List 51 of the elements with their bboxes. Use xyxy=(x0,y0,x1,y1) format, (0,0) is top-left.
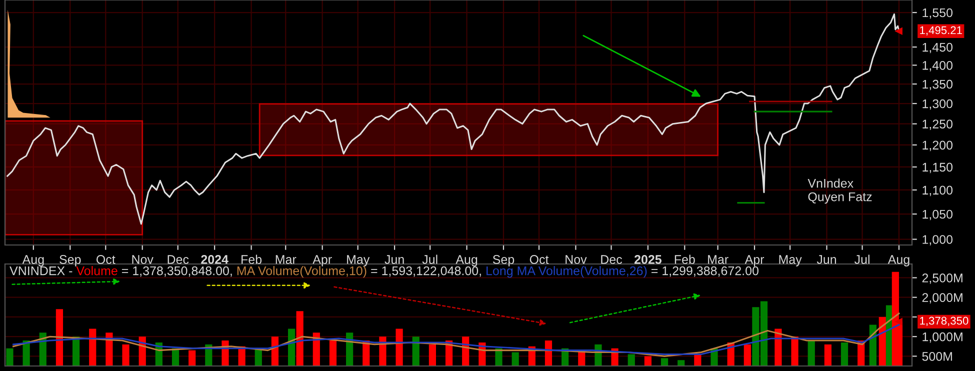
x-tick-label: Apr xyxy=(744,255,764,266)
x-tick-label: Feb xyxy=(674,254,695,264)
y-tick-label: 1,550 xyxy=(922,8,953,19)
x-tick-label: Aug xyxy=(22,255,44,266)
y-tick-label: 1,450 xyxy=(922,42,953,54)
y-tick-label: 2,500M xyxy=(922,274,962,284)
annotation: = 1,593,122,048.00, xyxy=(371,266,481,277)
annotation: = 1,299,388,672.00 xyxy=(652,266,758,277)
y-tick-label: 1,250 xyxy=(922,120,953,130)
y-tick-label: 1,000M xyxy=(922,332,962,343)
x-tick-label: May xyxy=(347,255,370,266)
x-tick-label: Nov xyxy=(132,255,154,264)
y-tick-label: 1,200 xyxy=(922,140,953,152)
chart-title: VNINDEX - xyxy=(10,266,72,276)
y-tick-label: 1,000 xyxy=(922,235,953,246)
y-tick-label: 1,150 xyxy=(922,162,953,174)
x-tick-label: Mar xyxy=(708,255,728,264)
x-tick-label: Jul xyxy=(422,254,438,264)
x-tick-label: Nov xyxy=(566,255,587,264)
x-tick-label: Sep xyxy=(492,255,514,266)
x-tick-label: Jun xyxy=(384,255,404,264)
x-tick-label: Apr xyxy=(312,255,332,266)
annotation: VnIndex Quyen Fatz xyxy=(808,178,872,204)
text: Volume xyxy=(76,266,118,276)
x-tick-label: Dec xyxy=(601,255,622,264)
y-tick-label: 1,400 xyxy=(922,60,953,72)
annotation: 1,378,350 xyxy=(920,316,968,326)
x-tick-label: 2025 xyxy=(634,255,662,264)
text: MA Volume(Volume,10) xyxy=(237,266,366,278)
y-tick-label: 1,050 xyxy=(922,210,953,220)
x-tick-label: Oct xyxy=(96,255,116,264)
x-tick-label: Oct xyxy=(530,255,549,264)
y-tick-label: 500M xyxy=(922,352,952,361)
x-tick-label: Jul xyxy=(854,254,870,264)
x-tick-label: Aug xyxy=(456,255,478,266)
y-tick-label: 1,300 xyxy=(922,99,953,110)
x-tick-label: 2024 xyxy=(201,255,228,264)
annotation: = 1,378,350,848.00, xyxy=(122,266,232,277)
x-tick-label: Feb xyxy=(242,254,262,264)
x-tick-label: Sep xyxy=(60,255,81,266)
x-tick-label: May xyxy=(779,255,802,266)
y-tick-label: 2,000M xyxy=(922,293,962,304)
line-series xyxy=(12,312,900,357)
y-tick-label: 1,100 xyxy=(922,186,953,196)
annotation: 1,495.21 xyxy=(920,26,962,36)
y-tick-label: 1,350 xyxy=(922,80,953,90)
x-tick-label: Jun xyxy=(816,255,836,264)
text: Long MA Volume(Volume,26) xyxy=(486,266,647,278)
x-tick-label: Aug xyxy=(888,255,910,266)
x-tick-label: Mar xyxy=(276,255,296,264)
x-tick-label: Dec xyxy=(168,255,189,264)
